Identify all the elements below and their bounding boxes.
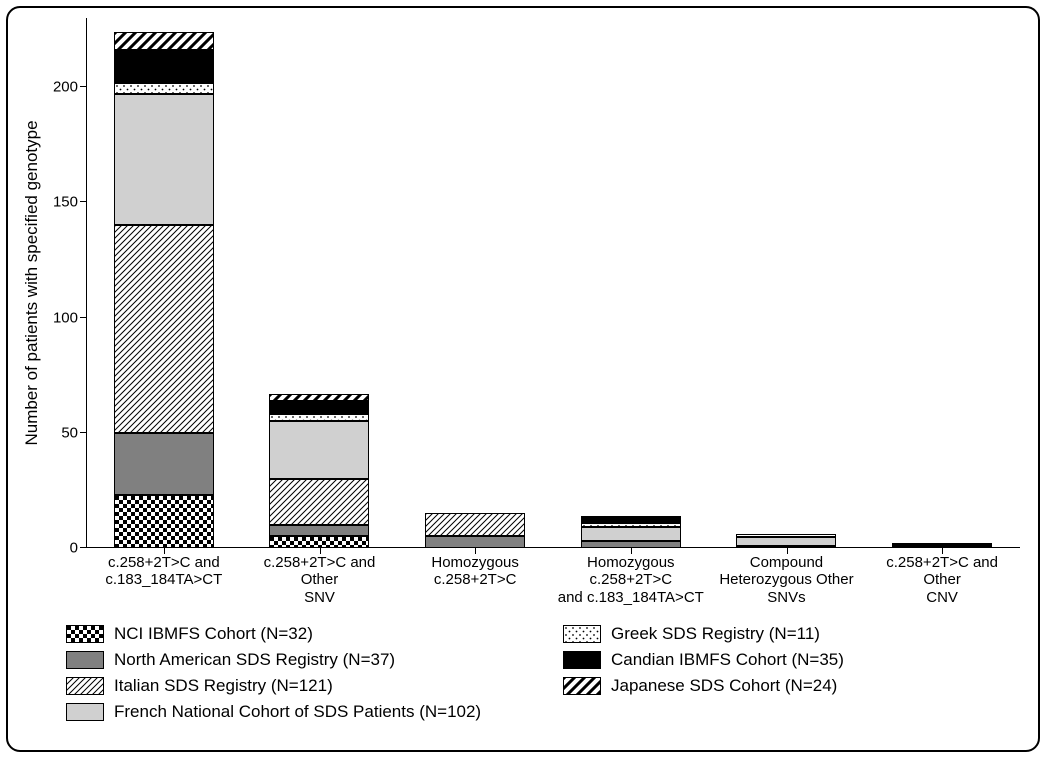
legend-item: French National Cohort of SDS Patients (… (66, 702, 533, 722)
bar-segment-canadian (581, 516, 681, 523)
y-axis-label: Number of patients with specified genoty… (22, 120, 42, 445)
bar-segment-greek (114, 83, 214, 95)
legend-swatch (66, 651, 104, 669)
bar-segment-italian (425, 513, 525, 536)
bars-group (86, 18, 1020, 548)
bar-segment-french (736, 537, 836, 546)
bar-segment-canadian (269, 401, 369, 415)
legend-swatch (563, 677, 601, 695)
legend-swatch (66, 677, 104, 695)
x-tick (164, 548, 165, 554)
x-axis-label: c.258+2T>C andc.183_184TA>CT (89, 554, 239, 606)
x-tick (320, 548, 321, 554)
bar-segment-nasds (114, 433, 214, 495)
legend-item: Japanese SDS Cohort (N=24) (563, 676, 1030, 696)
legend-swatch (563, 625, 601, 643)
bar-segment-japanese (269, 394, 369, 401)
bar-column (269, 394, 369, 548)
bar-column (114, 32, 214, 548)
x-axis-label: Homozygousc.258+2T>C (400, 554, 550, 606)
legend-label: North American SDS Registry (N=37) (114, 650, 395, 670)
y-tick-label: 200 (38, 79, 78, 96)
legend-label: Japanese SDS Cohort (N=24) (611, 676, 837, 696)
bar-segment-nasds (269, 525, 369, 537)
x-axis-label: CompoundHeterozygous OtherSNVs (711, 554, 861, 606)
bar-segment-greek (269, 414, 369, 421)
y-tick-label: 0 (38, 540, 78, 557)
y-tick-label: 50 (38, 424, 78, 441)
x-tick (475, 548, 476, 554)
bar-segment-nci (114, 495, 214, 548)
legend-swatch (66, 625, 104, 643)
bar-segment-nci (269, 536, 369, 548)
legend-label: French National Cohort of SDS Patients (… (114, 702, 481, 722)
bar-segment-nasds (425, 536, 525, 548)
legend-swatch (563, 651, 601, 669)
bar-column (736, 534, 836, 548)
plot-area: Number of patients with specified genoty… (86, 18, 1020, 548)
legend-item: North American SDS Registry (N=37) (66, 650, 533, 670)
bar-segment-nasds (581, 541, 681, 548)
bar-column (425, 513, 525, 548)
x-axis-label: Homozygousc.258+2T>Cand c.183_184TA>CT (556, 554, 706, 606)
x-tick (631, 548, 632, 554)
bar-segment-french (114, 94, 214, 225)
bar-segment-canadian (114, 50, 214, 82)
chart-container: Number of patients with specified genoty… (6, 6, 1040, 752)
bar-segment-italian (269, 479, 369, 525)
legend-item: NCI IBMFS Cohort (N=32) (66, 624, 533, 644)
bar-column (581, 516, 681, 548)
legend-label: Greek SDS Registry (N=11) (611, 624, 820, 644)
legend-label: NCI IBMFS Cohort (N=32) (114, 624, 313, 644)
bar-segment-japanese (114, 32, 214, 50)
legend-label: Italian SDS Registry (N=121) (114, 676, 333, 696)
x-tick (787, 548, 788, 554)
bar-segment-french (269, 421, 369, 479)
bar-segment-italian (114, 225, 214, 432)
legend-item: Greek SDS Registry (N=11) (563, 624, 1030, 644)
legend-swatch (66, 703, 104, 721)
legend-label: Candian IBMFS Cohort (N=35) (611, 650, 844, 670)
x-axis-label: c.258+2T>C and OtherCNV (867, 554, 1017, 606)
bar-segment-french (581, 527, 681, 541)
legend: NCI IBMFS Cohort (N=32) North American SD… (66, 624, 1030, 722)
x-axis-labels: c.258+2T>C andc.183_184TA>CTc.258+2T>C a… (86, 554, 1020, 606)
x-axis-label: c.258+2T>C and OtherSNV (244, 554, 394, 606)
x-tick (942, 548, 943, 554)
y-tick-label: 100 (38, 309, 78, 326)
y-tick-label: 150 (38, 194, 78, 211)
legend-item: Italian SDS Registry (N=121) (66, 676, 533, 696)
legend-item: Candian IBMFS Cohort (N=35) (563, 650, 1030, 670)
